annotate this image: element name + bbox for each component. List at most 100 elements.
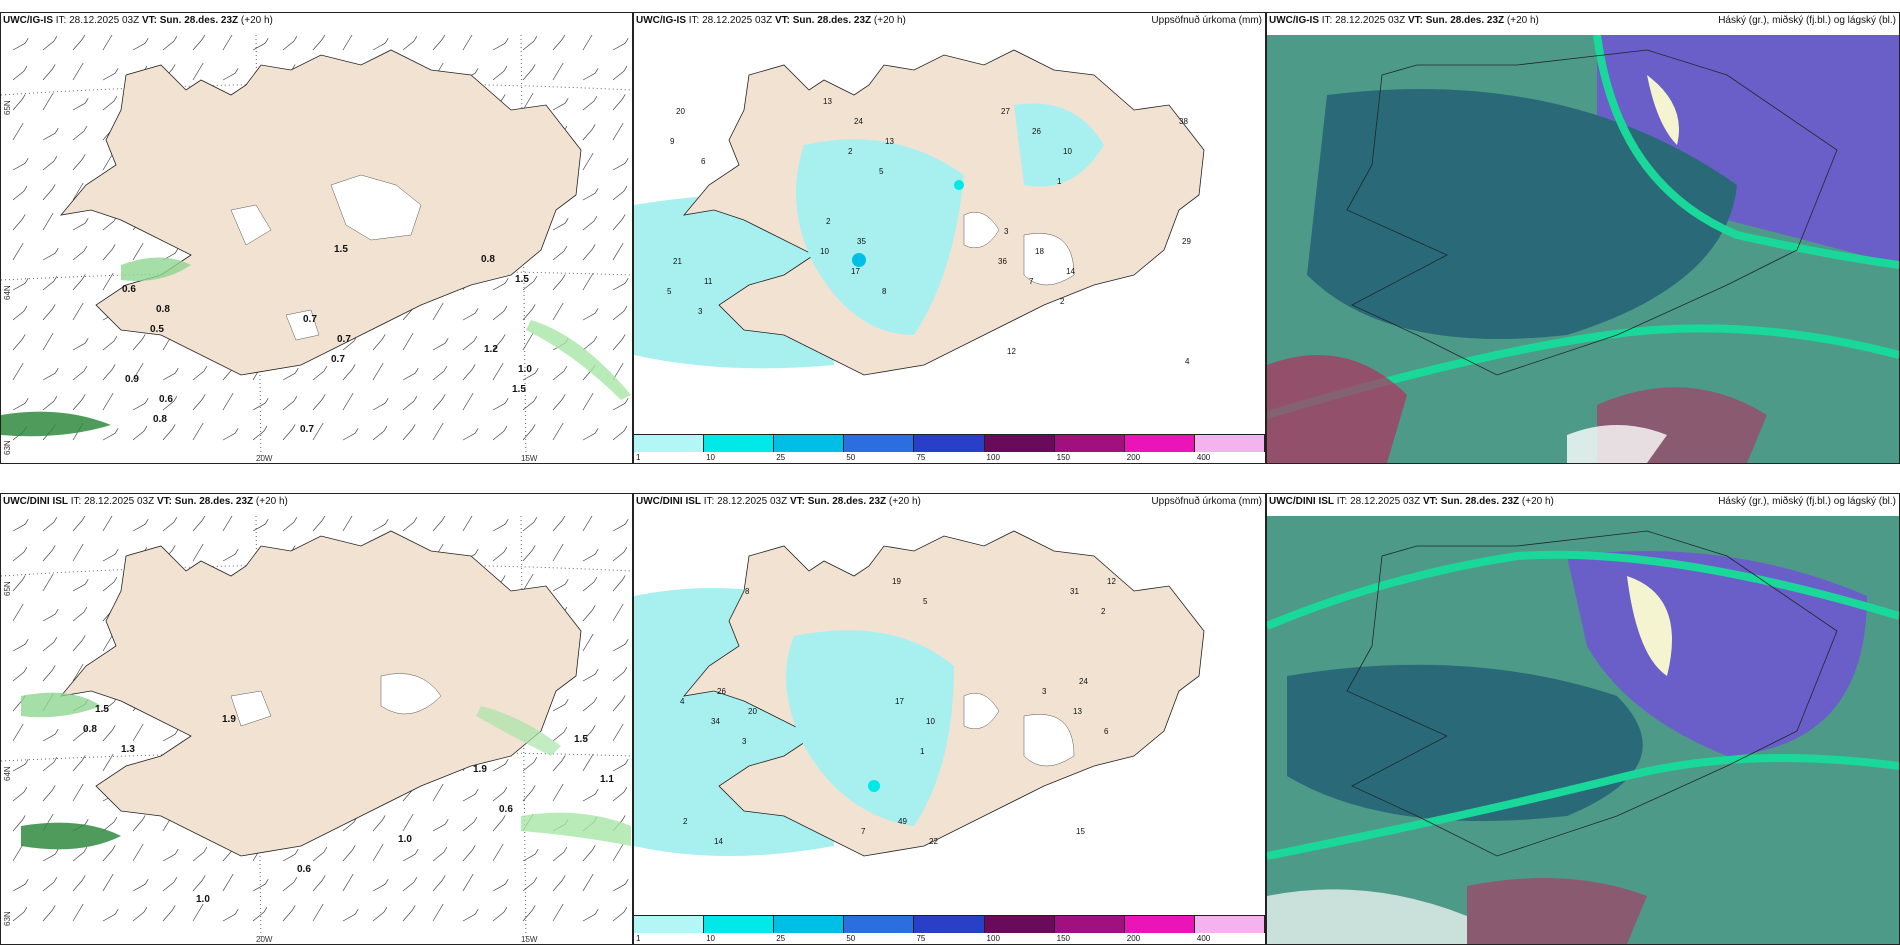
wind-barb [522,396,538,411]
wind-barb [582,152,594,171]
wind-barb [342,516,353,532]
wind-barb [162,849,179,862]
wind-barb [42,304,56,321]
wind-barb [72,126,88,141]
wind-barb [372,843,384,862]
colorbar-tick: 1 [636,934,641,943]
wind-barb [42,212,54,231]
wind-barb [12,639,29,652]
wind-barb [42,128,59,141]
map-value-label: 0.5 [150,324,164,335]
wind-barb [372,38,389,51]
wind-barb [552,246,568,261]
wind-barb [612,362,624,381]
wind-barb [132,426,148,441]
map-value-label: 0.6 [499,804,513,815]
lat-label: 64N [3,285,12,300]
wind-barb [462,789,479,802]
wind-barb [12,907,28,922]
wind-barb [162,905,176,922]
wind-barb [102,244,116,261]
wind-barb [462,336,478,351]
cloud-map [1267,35,1899,463]
wind-barb [72,218,89,231]
wind-barb [72,755,86,772]
wind-barb [432,516,446,532]
wind-barb [402,332,414,351]
map-value-label: 36 [998,257,1007,266]
wind-barb [132,398,149,411]
wind-barb [612,242,624,261]
wind-barb [222,392,234,411]
panel-title: UWC/IG-IS IT: 28.12.2025 03Z VT: Sun. 28… [636,15,906,26]
wind-barb [192,35,206,51]
wind-barb [222,428,239,441]
colorbar-tick: 1 [636,453,641,462]
wind-barb [102,364,116,381]
wind-barb [612,278,629,291]
wind-barb [492,426,508,441]
wind-barb [312,422,324,441]
map-value-label: 13 [1073,707,1082,716]
wind-barb [192,62,204,81]
lon-label: 20W [256,935,273,944]
wind-barb [102,725,116,742]
colorbar-swatch [634,435,705,452]
wind-barb [522,424,536,441]
wind-barb [552,755,566,772]
wind-barb [552,274,566,291]
map-value-label: 0.8 [83,724,97,735]
wind-barb [462,845,476,862]
wind-barb [462,35,473,51]
wind-barb [582,336,598,351]
map-value-label: 13 [823,97,832,106]
map-value-label: 26 [717,687,726,696]
map-value-label: 9 [670,137,675,146]
wind-barb [102,96,118,111]
map-value-label: 12 [1107,577,1116,586]
colorbar-swatch [1054,916,1125,933]
wind-barb [222,35,233,51]
wind-barb [522,849,539,862]
map-value-label: 0.7 [337,334,351,345]
wind-barb [132,38,149,51]
wind-barb [492,398,509,411]
wind-barb [612,186,628,201]
wind-barb [12,815,26,832]
colorbar-swatch [704,435,775,452]
wind-barb [552,98,569,111]
wind-barb [132,334,146,351]
wind-barb [12,38,29,51]
map-value-label: 14 [1066,267,1075,276]
map-value-label: 0.6 [122,284,136,295]
wind-barb [582,516,593,532]
wind-barb [582,725,596,742]
map-value-label: 35 [857,237,866,246]
wind-barb [102,68,119,81]
wind-barb [102,845,116,862]
wind-barb [72,635,86,652]
wind-barb [72,516,86,532]
map-value-label: 0.7 [303,314,317,325]
wind-barb [12,278,29,291]
wind-barb [42,64,56,81]
wind-barb [282,849,299,862]
precip-colorbar: 1 10 25 50 75 100 150 200 400 [634,915,1265,944]
wind-barb [582,272,594,291]
map-value-label: 0.8 [153,414,167,425]
map-value-label: 14 [714,837,723,846]
wind-barb [42,517,58,532]
wind-barb [42,609,59,622]
wind-barb [282,877,298,892]
wind-barb [462,392,474,411]
wind-barb [582,633,594,652]
wind-barb [12,879,29,892]
map-value-label: 2 [1101,607,1106,616]
panel-title: UWC/DINI ISL IT: 28.12.2025 03Z VT: Sun.… [1269,496,1554,507]
wind-barb [12,66,28,81]
wind-barb [552,699,569,712]
wind-barb [12,186,28,201]
wind-barb [402,396,418,411]
panel-dini-precip: UWC/DINI ISL IT: 28.12.2025 03Z VT: Sun.… [633,493,1266,945]
wind-barb [72,783,84,802]
